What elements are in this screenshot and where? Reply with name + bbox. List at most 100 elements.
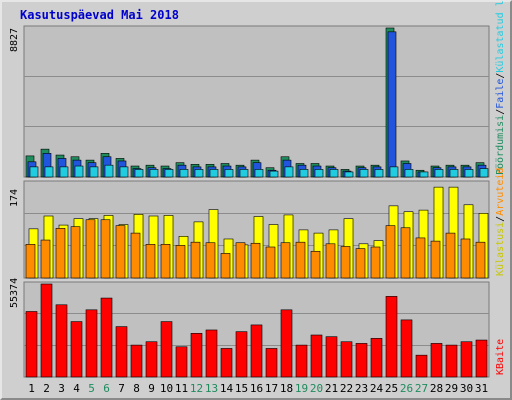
middle-bar-arvuteid-day-16 <box>250 242 261 279</box>
top-bar-külastatud-lehti-day-15 <box>239 169 249 178</box>
top-bar-külastatud-lehti-day-26 <box>404 169 414 178</box>
bottom-bar-kbaite-day-16 <box>250 324 263 378</box>
bottom-bar-kbaite-day-19 <box>295 344 308 378</box>
legend-separator: / <box>495 73 506 79</box>
bottom-bar-kbaite-day-7 <box>115 326 128 378</box>
middle-bar-arvuteid-day-18 <box>280 242 291 279</box>
bottom-bar-kbaite-day-31 <box>475 339 488 378</box>
x-tick-label-day-18: 18 <box>280 382 293 395</box>
top-bar-külastatud-lehti-day-12 <box>194 169 204 178</box>
legend-entry-arvuteid: Arvuteid <box>495 168 506 216</box>
middle-bar-arvuteid-day-11 <box>175 245 186 279</box>
top-bar-külastatud-lehti-day-8 <box>134 169 144 178</box>
y-max-label-bottom: 55374 <box>9 278 20 308</box>
top-bar-külastatud-lehti-day-31 <box>479 168 489 178</box>
x-tick-label-day-8: 8 <box>133 382 140 395</box>
middle-bar-arvuteid-day-25 <box>385 225 396 279</box>
x-tick-label-day-5: 5 <box>88 382 95 395</box>
top-bar-külastatud-lehti-day-17 <box>269 170 279 178</box>
top-bar-külastatud-lehti-day-13 <box>209 169 219 178</box>
x-tick-label-day-17: 17 <box>265 382 278 395</box>
x-tick-label-day-2: 2 <box>43 382 50 395</box>
top-bar-külastatud-lehti-day-28 <box>434 169 444 178</box>
bottom-bar-kbaite-day-6 <box>100 297 113 378</box>
middle-bar-arvuteid-day-14 <box>220 253 231 279</box>
legend-entry-pöördumisi: Pöördumisi <box>495 115 506 175</box>
middle-bar-arvuteid-day-24 <box>370 246 381 279</box>
middle-bar-arvuteid-day-23 <box>355 248 366 279</box>
x-tick-label-day-28: 28 <box>430 382 443 395</box>
bottom-bar-kbaite-day-21 <box>325 336 338 378</box>
bottom-bar-kbaite-day-27 <box>415 354 428 378</box>
top-bar-külastatud-lehti-day-30 <box>464 169 474 178</box>
x-tick-label-day-7: 7 <box>118 382 125 395</box>
chart-title: Kasutuspäevad Mai 2018 <box>20 8 179 22</box>
bottom-bar-kbaite-day-15 <box>235 331 248 378</box>
bottom-bar-kbaite-day-8 <box>130 344 143 378</box>
y-max-label-middle: 174 <box>9 189 20 207</box>
top-bar-külastatud-lehti-day-20 <box>314 169 324 178</box>
middle-bar-arvuteid-day-5 <box>85 219 96 279</box>
middle-bar-arvuteid-day-31 <box>475 241 486 279</box>
middle-bar-arvuteid-day-22 <box>340 246 351 279</box>
bottom-bar-kbaite-day-30 <box>460 341 473 378</box>
legend-top: Pöördumisi/Faile/Külastatud lehti <box>495 0 506 175</box>
top-bar-külastatud-lehti-day-19 <box>299 169 309 178</box>
bottom-bar-kbaite-day-25 <box>385 296 398 378</box>
top-bar-külastatud-lehti-day-14 <box>224 169 234 178</box>
middle-bar-arvuteid-day-4 <box>70 226 81 279</box>
bottom-bar-kbaite-day-22 <box>340 341 353 378</box>
x-tick-label-day-13: 13 <box>205 382 218 395</box>
top-bar-külastatud-lehti-day-16 <box>254 169 264 178</box>
top-bar-külastatud-lehti-day-2 <box>44 166 54 178</box>
x-tick-label-day-3: 3 <box>58 382 65 395</box>
legend-entry-külastatud-lehti: Külastatud lehti <box>495 0 506 73</box>
bottom-bar-kbaite-day-20 <box>310 334 323 378</box>
legend-entry-faile: Faile <box>495 79 506 109</box>
top-bar-külastatud-lehti-day-27 <box>419 171 429 178</box>
bottom-bar-kbaite-day-9 <box>145 341 158 378</box>
middle-bar-arvuteid-day-10 <box>160 244 171 279</box>
bottom-bar-kbaite-day-29 <box>445 344 458 378</box>
middle-bar-arvuteid-day-9 <box>145 244 156 279</box>
bottom-bar-kbaite-day-26 <box>400 319 413 378</box>
top-bar-külastatud-lehti-day-9 <box>149 169 159 178</box>
x-tick-label-day-4: 4 <box>73 382 80 395</box>
middle-bar-arvuteid-day-27 <box>415 237 426 279</box>
middle-bar-arvuteid-day-28 <box>430 240 441 279</box>
top-bar-külastatud-lehti-day-23 <box>359 169 369 178</box>
bottom-bar-kbaite-day-2 <box>40 283 53 378</box>
middle-bar-arvuteid-day-17 <box>265 246 276 279</box>
top-bar-külastatud-lehti-day-11 <box>179 169 189 178</box>
panel-background-top <box>23 25 490 178</box>
x-tick-label-day-9: 9 <box>148 382 155 395</box>
middle-bar-arvuteid-day-1 <box>25 244 36 279</box>
top-bar-külastatud-lehti-day-7 <box>119 166 129 178</box>
middle-bar-arvuteid-day-29 <box>445 232 456 279</box>
x-tick-label-day-27: 27 <box>415 382 428 395</box>
bottom-bar-kbaite-day-10 <box>160 321 173 378</box>
legend-entry-külastusi: Külastusi <box>495 222 506 276</box>
middle-bar-arvuteid-day-26 <box>400 227 411 279</box>
x-tick-label-day-22: 22 <box>340 382 353 395</box>
top-bar-külastatud-lehti-day-18 <box>284 166 294 178</box>
bottom-bar-kbaite-day-13 <box>205 329 218 378</box>
bottom-bar-kbaite-day-5 <box>85 309 98 378</box>
top-bar-külastatud-lehti-day-4 <box>74 165 84 178</box>
middle-bar-arvuteid-day-6 <box>100 219 111 279</box>
x-tick-label-day-20: 20 <box>310 382 323 395</box>
x-tick-label-day-6: 6 <box>103 382 110 395</box>
x-tick-label-day-21: 21 <box>325 382 338 395</box>
x-tick-label-day-16: 16 <box>250 382 263 395</box>
bottom-bar-kbaite-day-24 <box>370 338 383 378</box>
x-tick-label-day-12: 12 <box>190 382 203 395</box>
y-max-label-top: 8827 <box>9 28 20 52</box>
legend-middle: Külastusi/Arvuteid <box>495 168 506 276</box>
legend-separator: / <box>495 109 506 115</box>
x-tick-label-day-29: 29 <box>445 382 458 395</box>
x-tick-label-day-26: 26 <box>400 382 413 395</box>
top-bar-külastatud-lehti-day-5 <box>89 166 99 178</box>
middle-bar-arvuteid-day-30 <box>460 238 471 279</box>
middle-bar-arvuteid-day-15 <box>235 242 246 279</box>
